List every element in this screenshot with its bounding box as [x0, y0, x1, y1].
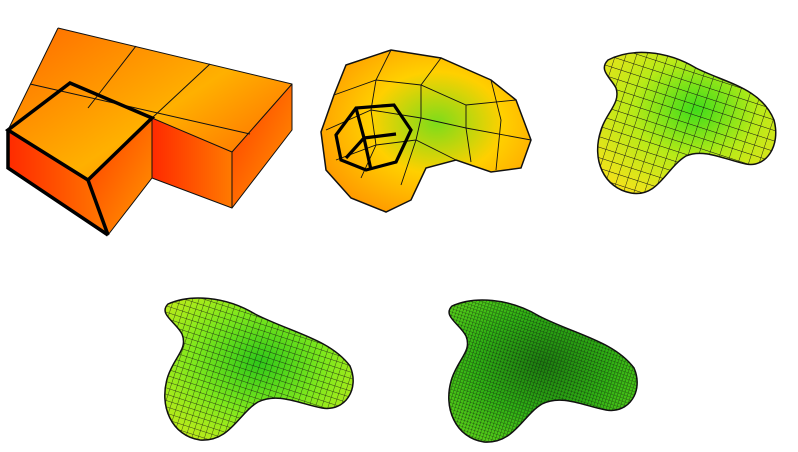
mesh-grid	[164, 298, 354, 441]
mesh-grid	[597, 52, 776, 194]
highlight-patch	[334, 103, 413, 172]
panel-level-3	[164, 297, 354, 441]
panel-level-1	[320, 49, 532, 213]
highlight-edge	[86, 179, 110, 236]
mesh-end-face	[232, 84, 292, 208]
panel-level-2	[596, 51, 777, 195]
mesh-side-face	[88, 118, 152, 235]
mesh-lines	[325, 49, 532, 186]
mesh-grid	[448, 300, 638, 443]
panel-level-4	[448, 299, 638, 443]
mesh-front-face	[8, 130, 108, 235]
highlight-face	[4, 80, 156, 183]
highlight-edge	[6, 130, 109, 237]
panel-level-0	[4, 27, 293, 237]
